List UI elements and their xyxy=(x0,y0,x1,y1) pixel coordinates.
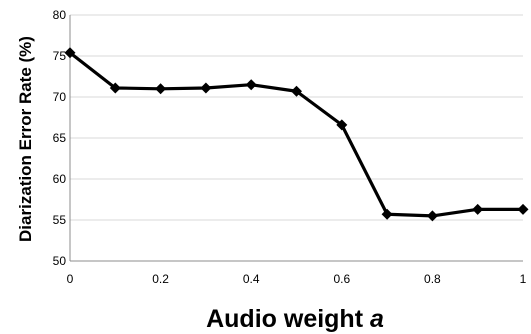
series-line xyxy=(68,51,525,218)
data-point-marker xyxy=(109,82,121,94)
x-tick-label: 0 xyxy=(67,272,74,286)
x-tick-label: 0.2 xyxy=(152,272,169,286)
y-tick-label: 65 xyxy=(53,131,67,145)
y-axis-title: Diarization Error Rate (%) xyxy=(16,36,35,242)
data-point-marker xyxy=(336,119,348,131)
y-tick-label: 70 xyxy=(53,90,67,104)
y-tick-label: 55 xyxy=(53,213,67,227)
x-tick-label: 0.8 xyxy=(424,272,441,286)
x-axis-title-variable: a xyxy=(370,305,384,333)
data-point-marker xyxy=(155,83,167,95)
data-point-marker xyxy=(472,203,484,215)
y-tick-label: 75 xyxy=(53,49,67,63)
data-point-marker xyxy=(517,203,529,215)
y-tick-label: 50 xyxy=(53,254,67,268)
data-point-marker xyxy=(64,47,76,59)
y-tick-label: 60 xyxy=(53,172,67,186)
x-axis-title: Audio weight a xyxy=(206,305,384,333)
x-tick-labels: 0 0.2 0.4 0.6 0.8 1 xyxy=(67,272,527,286)
x-tick-label: 1 xyxy=(520,272,527,286)
data-point-marker xyxy=(200,82,212,94)
x-tick-label: 0.6 xyxy=(333,272,350,286)
data-point-marker xyxy=(426,210,438,222)
data-point-marker xyxy=(291,85,302,97)
gridlines xyxy=(70,14,523,221)
data-point-marker xyxy=(245,79,257,91)
data-point-marker xyxy=(381,208,393,220)
y-tick-labels: 50 55 60 65 70 75 80 xyxy=(53,8,67,268)
y-tick-label: 80 xyxy=(53,8,67,22)
series-group xyxy=(64,47,529,222)
x-axis-title-text: Audio weight xyxy=(206,305,370,333)
x-tick-label: 0.4 xyxy=(243,272,260,286)
